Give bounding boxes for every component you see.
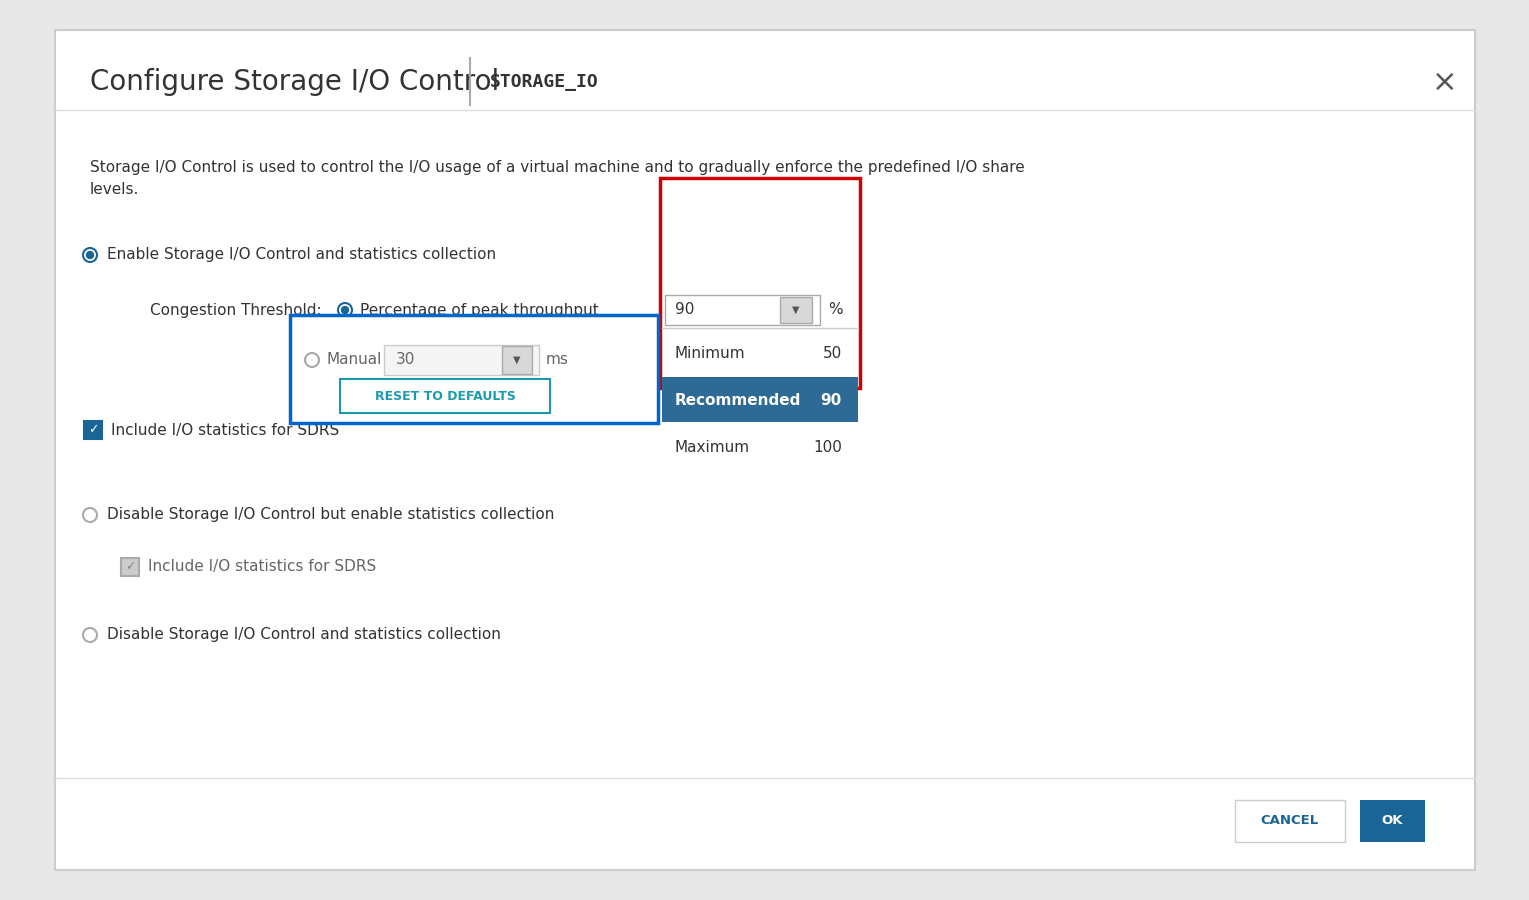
Text: RESET TO DEFAULTS: RESET TO DEFAULTS bbox=[375, 390, 515, 402]
Text: Enable Storage I/O Control and statistics collection: Enable Storage I/O Control and statistic… bbox=[107, 248, 495, 263]
Circle shape bbox=[83, 508, 96, 522]
Circle shape bbox=[87, 251, 93, 258]
FancyBboxPatch shape bbox=[502, 346, 532, 374]
FancyBboxPatch shape bbox=[339, 379, 550, 413]
Text: STORAGE_IO: STORAGE_IO bbox=[489, 73, 599, 91]
Text: ×: × bbox=[1433, 68, 1457, 96]
Text: CANCEL: CANCEL bbox=[1261, 814, 1320, 827]
Circle shape bbox=[304, 353, 320, 367]
Text: ▼: ▼ bbox=[514, 355, 521, 365]
Text: 90: 90 bbox=[674, 302, 694, 318]
Text: Disable Storage I/O Control and statistics collection: Disable Storage I/O Control and statisti… bbox=[107, 627, 502, 643]
Text: 30: 30 bbox=[396, 353, 416, 367]
Text: 50: 50 bbox=[823, 346, 842, 361]
Text: Configure Storage I/O Control: Configure Storage I/O Control bbox=[90, 68, 500, 96]
Text: Disable Storage I/O Control but enable statistics collection: Disable Storage I/O Control but enable s… bbox=[107, 508, 555, 523]
FancyBboxPatch shape bbox=[665, 295, 820, 325]
Text: 90: 90 bbox=[821, 393, 842, 408]
Circle shape bbox=[83, 248, 96, 262]
Text: ms: ms bbox=[546, 353, 569, 367]
FancyBboxPatch shape bbox=[780, 297, 812, 323]
Text: Storage I/O Control is used to control the I/O usage of a virtual machine and to: Storage I/O Control is used to control t… bbox=[90, 160, 1024, 197]
Text: Minimum: Minimum bbox=[674, 346, 746, 361]
Text: OK: OK bbox=[1382, 814, 1404, 827]
Circle shape bbox=[83, 628, 96, 642]
FancyBboxPatch shape bbox=[84, 421, 102, 439]
Text: 100: 100 bbox=[813, 440, 842, 455]
Text: Maximum: Maximum bbox=[674, 440, 751, 455]
Text: Manual: Manual bbox=[327, 353, 382, 367]
FancyBboxPatch shape bbox=[1359, 800, 1425, 842]
Text: Include I/O statistics for SDRS: Include I/O statistics for SDRS bbox=[112, 422, 339, 437]
Text: %: % bbox=[829, 302, 842, 318]
Text: ✓: ✓ bbox=[87, 424, 98, 436]
Text: Recommended: Recommended bbox=[674, 393, 801, 408]
Circle shape bbox=[338, 303, 352, 317]
FancyBboxPatch shape bbox=[1235, 800, 1346, 842]
FancyBboxPatch shape bbox=[291, 315, 657, 423]
FancyBboxPatch shape bbox=[661, 178, 859, 388]
Circle shape bbox=[341, 307, 349, 313]
Text: ✓: ✓ bbox=[125, 561, 135, 573]
Text: ▼: ▼ bbox=[792, 305, 800, 315]
FancyBboxPatch shape bbox=[662, 377, 858, 422]
Text: Congestion Threshold:: Congestion Threshold: bbox=[150, 302, 321, 318]
FancyBboxPatch shape bbox=[55, 30, 1475, 870]
FancyBboxPatch shape bbox=[121, 558, 139, 576]
FancyBboxPatch shape bbox=[384, 345, 540, 375]
Text: Include I/O statistics for SDRS: Include I/O statistics for SDRS bbox=[148, 560, 376, 574]
Text: Percentage of peak throughput: Percentage of peak throughput bbox=[359, 302, 599, 318]
